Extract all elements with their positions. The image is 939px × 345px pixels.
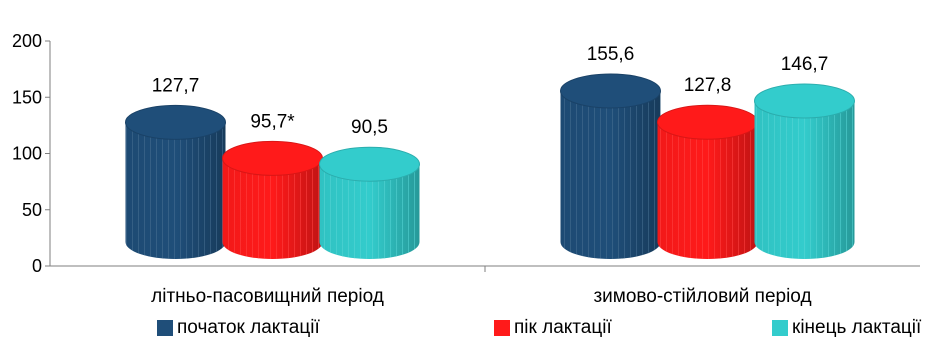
bar-stripes [754, 100, 855, 260]
data-label: 127,7 [152, 75, 200, 96]
bar-0-0 [125, 104, 226, 259]
bar-top [319, 146, 420, 182]
data-labels: 127,7 95,7* 90,5 155,6 127,8 146,7 [152, 44, 829, 138]
bar-1-1 [657, 104, 758, 259]
legend-item-series-2: кінець лактації [772, 317, 921, 339]
data-label: 146,7 [781, 54, 829, 75]
bar-stripes [222, 158, 323, 259]
legend-swatch-series-2 [772, 320, 788, 336]
bar-top [560, 73, 661, 109]
bar-0-1 [222, 140, 323, 259]
y-tick-label: 0 [32, 256, 42, 276]
legend: початок лактації пік лактації кінець лак… [0, 317, 939, 341]
y-tick-label: 50 [22, 200, 42, 220]
legend-item-series-1: пік лактації [494, 317, 612, 339]
bar-top [222, 140, 323, 176]
y-tick-label: 100 [12, 144, 42, 164]
y-tick-label: 200 [12, 31, 42, 51]
data-label: 95,7* [250, 111, 295, 132]
bar-top [125, 104, 226, 140]
data-label: 90,5 [351, 117, 388, 138]
axes: 0 50 100 150 200 літньо-пасовищний період зимо… [12, 31, 920, 307]
bar-0-2 [319, 146, 420, 259]
bar-top [657, 104, 758, 140]
bars [125, 73, 855, 260]
bar-stripes [560, 90, 661, 259]
bar-1-0 [560, 73, 661, 259]
legend-label-series-1: пік лактації [514, 317, 612, 338]
y-tick-label: 150 [12, 87, 42, 107]
x-category-label: зимово-стійловий період [593, 286, 811, 307]
legend-swatch-series-0 [157, 320, 173, 336]
data-label: 155,6 [587, 44, 635, 65]
bar-1-2 [754, 83, 855, 260]
bar-stripes [657, 122, 758, 259]
legend-label-series-2: кінець лактації [792, 317, 922, 338]
chart: 0 50 100 150 200 літньо-пасовищний період зимо… [12, 31, 920, 307]
legend-label-series-0: початок лактації [177, 317, 320, 338]
legend-swatch-series-1 [494, 320, 510, 336]
bar-top [754, 83, 855, 119]
legend-item-series-0: початок лактації [157, 317, 320, 339]
bar-stripes [319, 164, 420, 259]
x-category-label: літньо-пасовищний період [151, 286, 384, 307]
bar-stripes [125, 122, 226, 259]
data-label: 127,8 [684, 75, 732, 96]
